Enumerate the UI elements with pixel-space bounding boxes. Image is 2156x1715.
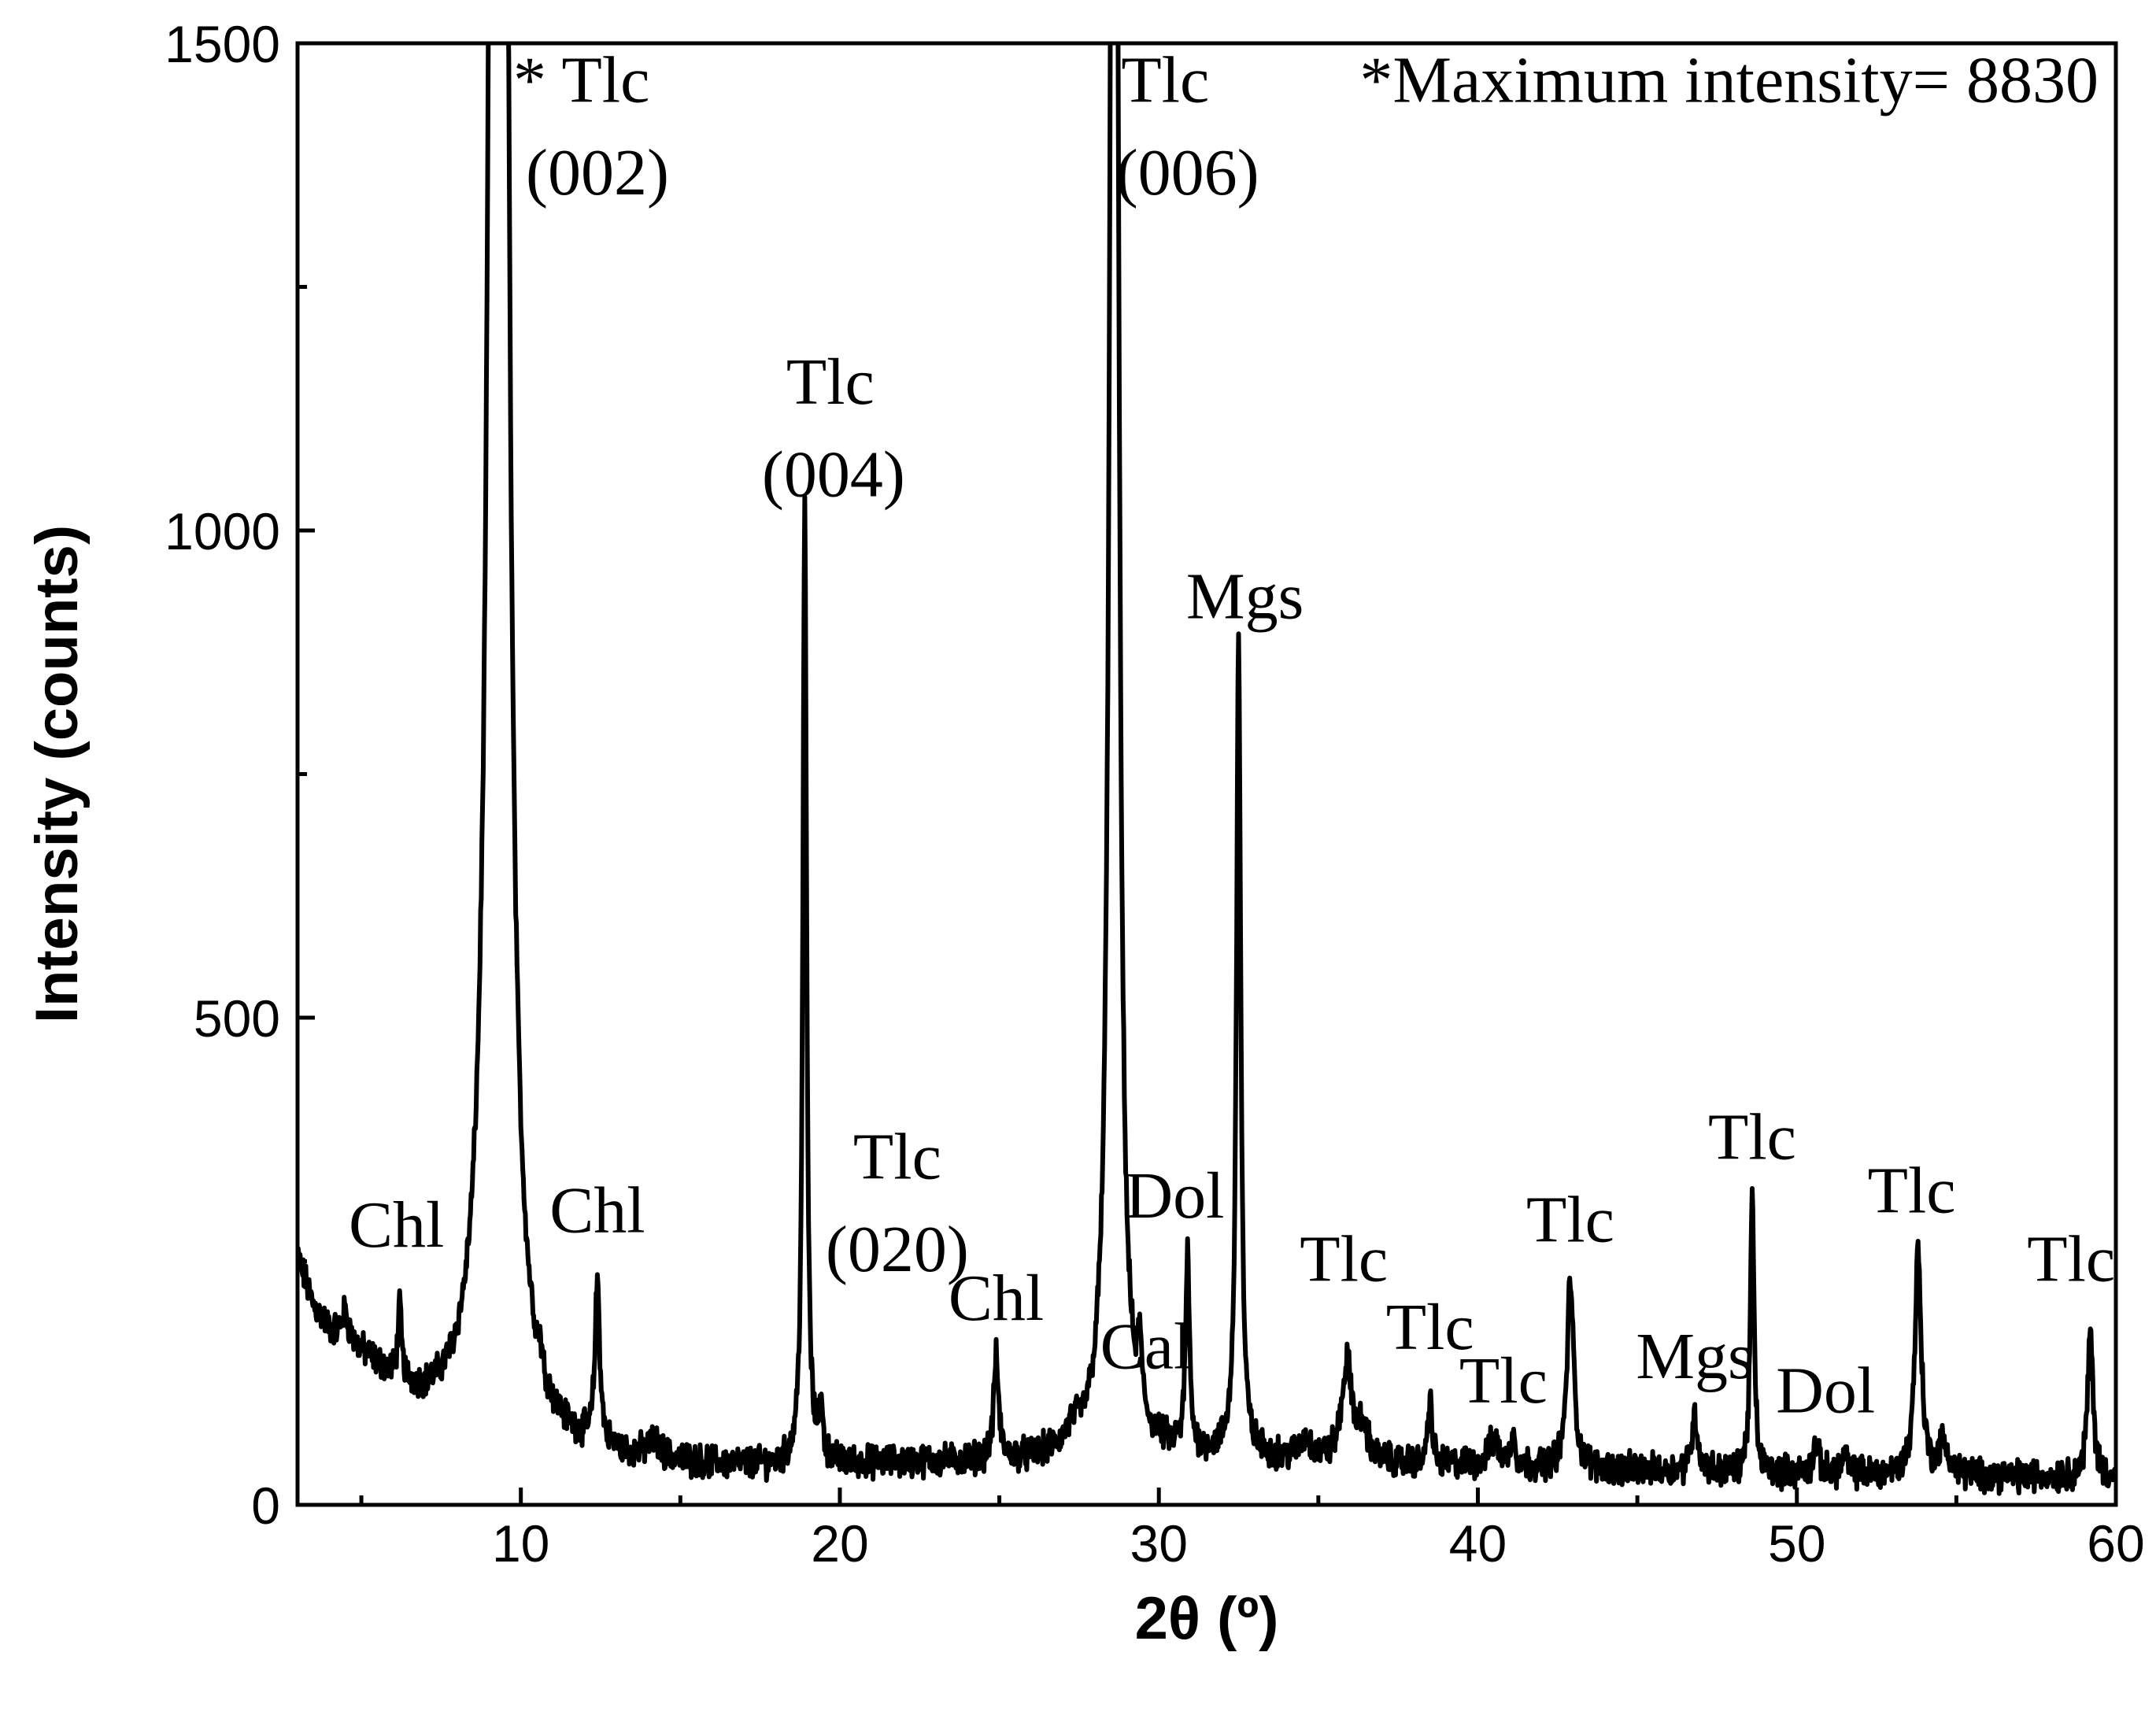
y-axis-title: Intensity (counts) xyxy=(24,525,91,1023)
peak-label: Cal xyxy=(1100,1310,1193,1384)
peak-label: Tlc xyxy=(1121,43,1209,116)
plot-frame xyxy=(295,41,2118,1507)
peak-label: Chl xyxy=(549,1174,645,1247)
peak-label: Mgs xyxy=(1186,560,1304,633)
peak-label: Tlc xyxy=(1459,1344,1548,1417)
peak-label: (020) xyxy=(826,1213,969,1286)
x-tick-label: 40 xyxy=(1449,1514,1507,1573)
peak-label: Tlc xyxy=(1526,1184,1614,1257)
peak-labels: * Tlc(002)Tlc(006)Tlc(004)MgsTlc(020)Chl… xyxy=(349,43,2115,1427)
peak-label: Tlc xyxy=(2027,1222,2115,1295)
peak-label: Dol xyxy=(1776,1354,1875,1427)
x-tick-label: 60 xyxy=(2087,1514,2144,1573)
xrd-pattern-line xyxy=(298,43,2116,1496)
peak-label: Chl xyxy=(949,1262,1044,1335)
peak-label: Dol xyxy=(1125,1159,1224,1233)
x-tick-label: 30 xyxy=(1130,1514,1187,1573)
x-axis-title: 2θ (º) xyxy=(1135,1585,1279,1652)
xrd-pattern xyxy=(298,43,2116,1496)
peak-label: Tlc xyxy=(1300,1222,1388,1295)
peak-label: Tlc xyxy=(1708,1101,1796,1174)
peak-label: Tlc xyxy=(786,346,875,419)
max-intensity-note: *Maximum intensity= 8830 xyxy=(1359,43,2099,116)
x-tick-label: 10 xyxy=(492,1514,549,1573)
x-tick-label: 50 xyxy=(1768,1514,1825,1573)
peak-label: Tlc xyxy=(1386,1291,1474,1364)
peak-label: (004) xyxy=(762,438,905,512)
peak-label: Tlc xyxy=(853,1120,941,1193)
axis-ticks: 10 20 30 40 50 60 0 500 1000 1500 xyxy=(165,15,2145,1573)
peak-label: (002) xyxy=(526,136,669,209)
peak-label: Chl xyxy=(349,1188,444,1262)
y-tick-label: 1000 xyxy=(165,502,280,560)
y-tick-label: 1500 xyxy=(165,15,280,73)
peak-label: Mgs xyxy=(1636,1320,1753,1393)
peak-label: (006) xyxy=(1116,136,1259,209)
peak-label: * Tlc xyxy=(513,43,649,116)
y-tick-label: 0 xyxy=(251,1477,280,1535)
x-tick-label: 20 xyxy=(811,1514,868,1573)
peak-label: Tlc xyxy=(1868,1155,1956,1228)
y-tick-label: 500 xyxy=(194,989,280,1048)
